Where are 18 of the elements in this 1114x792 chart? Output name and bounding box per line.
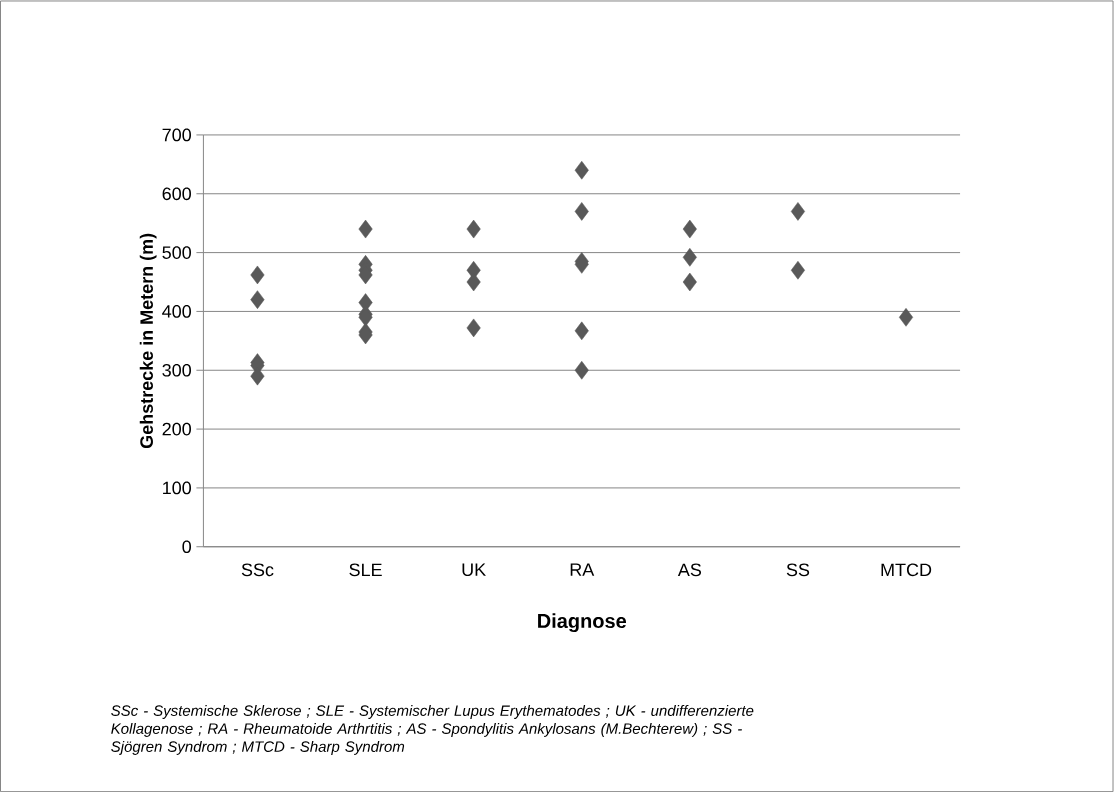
text: SSc - Systemische Sklerose ; SLE - Systemischer Lupus Erythematodes ; UK - undifferenzierte Kollagenose ; RA - Rheumatoide Arthrtitis ; AS - Spondylitis Ankylosans (M.Bechterew) ; SS - Sjögren Syndrom ; MTCD - Sharp Syndrom: [111, 704, 754, 755]
y-tick-label: 600: [162, 187, 191, 201]
y-tick-label: 100: [163, 481, 191, 495]
x-tick-label: UK: [462, 563, 486, 576]
y-tick-label: 700: [162, 128, 191, 142]
y-tick-label: 200: [162, 422, 191, 436]
x-tick-label: SS: [786, 563, 810, 577]
y-axis-title: Gehstrecke in Metern (m): [139, 233, 157, 449]
x-tick-label: RA: [570, 563, 595, 576]
x-tick-label: AS: [677, 563, 702, 577]
x-tick-label: SLE: [349, 563, 382, 577]
y-tick-label: 500: [162, 246, 191, 259]
y-tick-label: 0: [182, 540, 191, 554]
y-tick-label: 300: [162, 363, 191, 377]
y-tick-label: 400: [162, 305, 191, 318]
x-axis-title: Diagnose: [538, 613, 627, 632]
x-tick-label: MTCD: [881, 563, 932, 577]
x-tick-label: SSc: [241, 563, 274, 577]
